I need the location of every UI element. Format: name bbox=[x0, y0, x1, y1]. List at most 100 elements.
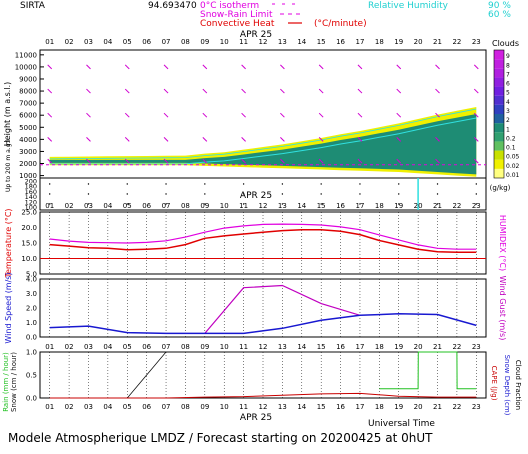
top-hour-label-18: 18 bbox=[375, 38, 384, 46]
mid-hour-label-03: 03 bbox=[84, 202, 93, 210]
lowlevel-dot bbox=[475, 193, 478, 195]
low-hour-label-18: 18 bbox=[375, 343, 384, 351]
bottom-hour-label-06: 06 bbox=[142, 403, 151, 411]
mid-hour-label-14: 14 bbox=[297, 202, 306, 210]
wind-tick-3.0: 3.0 bbox=[26, 290, 37, 298]
legend-snow-rain: Snow-Rain Limit bbox=[200, 10, 273, 20]
mid-hour-label-15: 15 bbox=[317, 202, 326, 210]
temp-tick-10.0: 10.0 bbox=[21, 255, 37, 263]
colorbar-tick-3: 3 bbox=[506, 108, 510, 115]
rh-90-contour bbox=[49, 117, 477, 165]
mid-hour-label-01: 01 bbox=[45, 202, 54, 210]
lowlevel-dot bbox=[320, 203, 322, 205]
lowlevel-tick-100: 100 bbox=[25, 204, 37, 212]
colorbar-tick-8: 8 bbox=[506, 62, 510, 69]
wind-barb-r4-h1 bbox=[47, 158, 53, 164]
height-tick-8000: 8000 bbox=[19, 88, 37, 96]
low-hour-label-04: 04 bbox=[103, 343, 112, 351]
top-hour-label-06: 06 bbox=[142, 38, 151, 46]
low-hour-label-22: 22 bbox=[452, 343, 461, 351]
mid-hour-label-18: 18 bbox=[375, 202, 384, 210]
precip-tick-0.5: 0.5 bbox=[26, 372, 37, 380]
low-hour-label-20: 20 bbox=[414, 343, 423, 351]
top-hour-label-15: 15 bbox=[317, 38, 326, 46]
bottom-hour-label-23: 23 bbox=[472, 403, 481, 411]
lowlevel-dot bbox=[281, 193, 284, 195]
wind-speed-axis-label: Wind Speed (m/s) bbox=[4, 272, 13, 343]
wind-barb-r2-h9 bbox=[202, 112, 208, 118]
colorbar-segment-3 bbox=[494, 141, 504, 151]
wind-barb-r2-h17 bbox=[357, 112, 363, 118]
mid-hour-label-10: 10 bbox=[220, 202, 229, 210]
colorbar-segment-12 bbox=[494, 59, 504, 69]
mid-hour-label-07: 07 bbox=[162, 202, 171, 210]
mid-hour-label-08: 08 bbox=[181, 202, 190, 210]
temp-tick-5.0: 5.0 bbox=[26, 271, 37, 279]
lowlevel-dot bbox=[436, 203, 439, 205]
low-hour-label-21: 21 bbox=[433, 343, 442, 351]
low-hour-label-02: 02 bbox=[65, 343, 74, 351]
bottom-hour-label-12: 12 bbox=[259, 403, 268, 411]
top-hour-label-10: 10 bbox=[220, 38, 229, 46]
legend-rh: Relative Humidity bbox=[368, 1, 449, 11]
cape-line bbox=[49, 392, 477, 399]
height-tick-4000: 4000 bbox=[19, 136, 37, 144]
low-hour-label-06: 06 bbox=[142, 343, 151, 351]
bottom-hour-label-03: 03 bbox=[84, 403, 93, 411]
lowlevel-dot bbox=[398, 203, 400, 205]
mid-hour-label-06: 06 bbox=[142, 202, 151, 210]
top-hour-label-07: 07 bbox=[162, 38, 171, 46]
low-hour-label-07: 07 bbox=[162, 343, 171, 351]
temp-tick-25.0: 25.0 bbox=[21, 209, 37, 217]
colorbar-segment-7 bbox=[494, 104, 504, 114]
wind-barb-r0-h17 bbox=[357, 64, 363, 70]
wind-barb-r1-h19 bbox=[396, 88, 402, 94]
rain-line bbox=[379, 351, 477, 390]
mid-hour-label-20: 20 bbox=[414, 202, 423, 210]
low-hour-label-16: 16 bbox=[336, 343, 345, 351]
top-hour-label-02: 02 bbox=[65, 38, 74, 46]
bottom-hour-label-15: 15 bbox=[317, 403, 326, 411]
wind-barb-r4-h15 bbox=[318, 158, 324, 164]
cape-axis-label: CAPE (J/g) bbox=[490, 366, 498, 401]
lowlevel-dot bbox=[436, 183, 439, 185]
station-code: 94.693470 bbox=[148, 1, 197, 11]
mid-hour-label-21: 21 bbox=[433, 202, 442, 210]
colorbar-segment-9 bbox=[494, 86, 504, 96]
lowlevel-dot bbox=[475, 203, 478, 205]
lowlevel-dot bbox=[87, 203, 90, 205]
colorbar-tick-0.02: 0.02 bbox=[506, 163, 520, 170]
lowlevel-dot bbox=[359, 203, 361, 205]
lowlevel-dot bbox=[242, 203, 245, 205]
colorbar-segment-4 bbox=[494, 132, 504, 142]
wind-barb-r0-h9 bbox=[202, 64, 208, 70]
bottom-hour-label-19: 19 bbox=[394, 403, 403, 411]
lowlevel-dot bbox=[165, 203, 167, 205]
wind-barb-r2-h19 bbox=[396, 112, 402, 118]
low-hour-label-17: 17 bbox=[355, 343, 364, 351]
height-tick-3000: 3000 bbox=[19, 148, 37, 156]
lowlevel-tick-180: 180 bbox=[25, 183, 37, 191]
mid-hour-label-13: 13 bbox=[278, 202, 287, 210]
lowlevel-dot bbox=[242, 183, 245, 185]
lowlevel-dot bbox=[126, 183, 128, 185]
low-hour-label-14: 14 bbox=[297, 343, 306, 351]
top-hour-label-14: 14 bbox=[297, 38, 306, 46]
lowlevel-dot bbox=[87, 193, 90, 195]
wind-tick-2.0: 2.0 bbox=[26, 305, 37, 313]
lowlevel-tick-160: 160 bbox=[25, 188, 37, 196]
wind-barb-r3-h9 bbox=[202, 137, 208, 142]
wind-barb-r0-h13 bbox=[280, 64, 285, 70]
colorbar-tick-4: 4 bbox=[506, 99, 510, 106]
wind-panel-frame bbox=[39, 278, 487, 338]
wind-barb-r4-h11 bbox=[241, 158, 246, 164]
height-axis-label: Height (m a.s.l.) bbox=[3, 82, 12, 147]
wind-barb-r3-h3 bbox=[86, 137, 91, 142]
bottom-hour-label-04: 04 bbox=[103, 403, 112, 411]
bottom-hour-label-20: 20 bbox=[414, 403, 423, 411]
wind-barb-r4-h17 bbox=[357, 158, 363, 164]
forecast-title: Modele Atmospherique LMDZ / Forecast sta… bbox=[8, 431, 433, 445]
wind-barb-r0-h11 bbox=[241, 64, 246, 70]
wind-barb-r3-h21 bbox=[435, 137, 440, 142]
